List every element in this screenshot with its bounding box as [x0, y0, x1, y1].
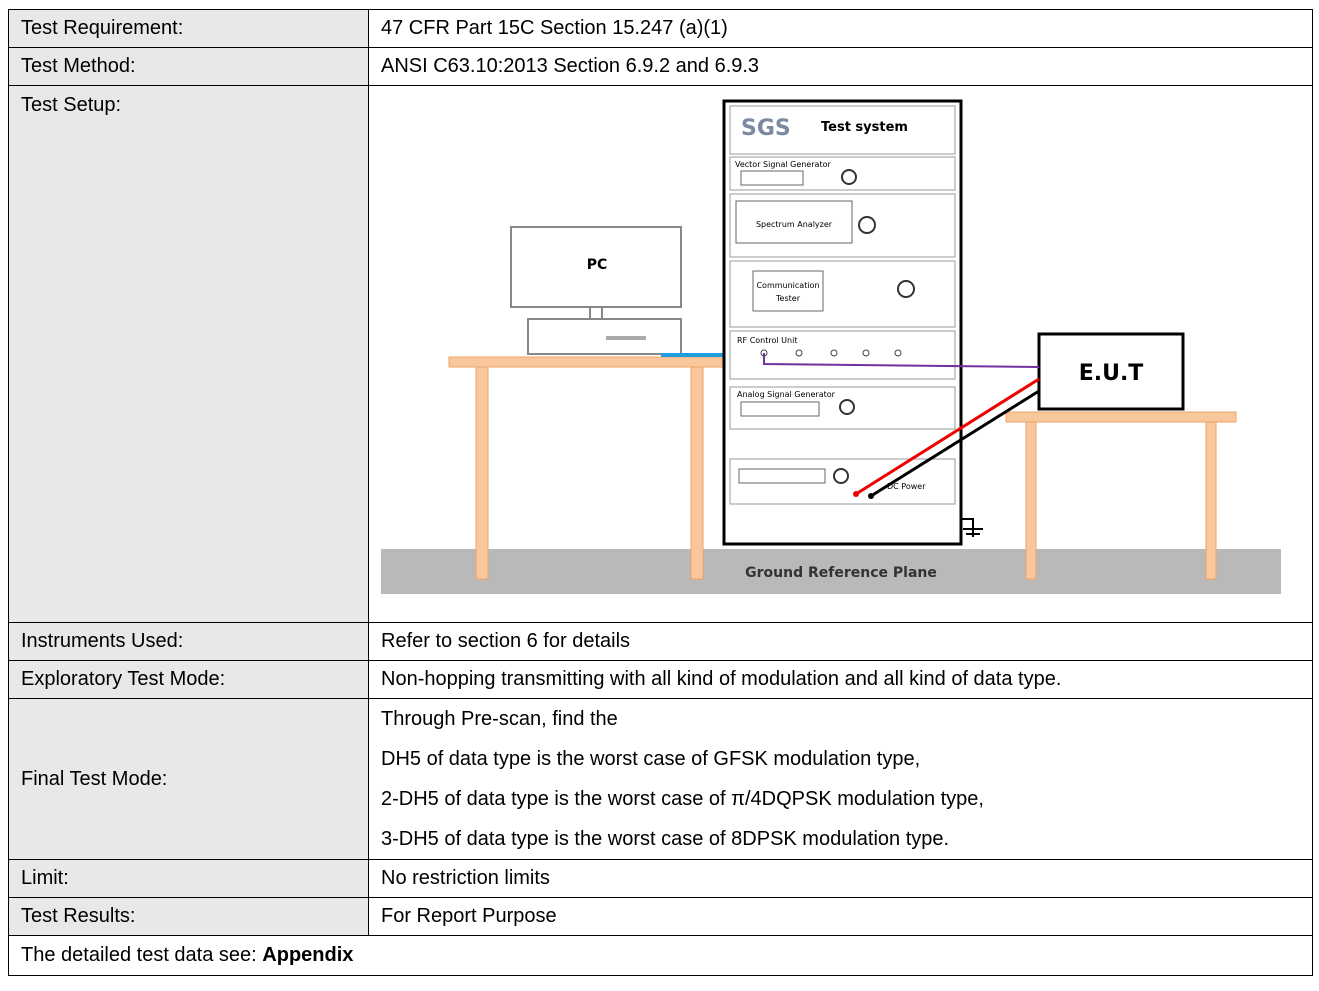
label: Test Method: [8, 47, 369, 86]
row: Test Setup: Ground Reference Plane PC E.… [8, 85, 1313, 623]
dc-label: DC Power [887, 482, 926, 491]
value: For Report Purpose [368, 897, 1313, 936]
drive [606, 336, 646, 340]
table-leg [1205, 421, 1217, 580]
ground-symbol [961, 518, 974, 537]
row: Test Requirement: 47 CFR Part 15C Section… [8, 9, 1313, 48]
setup-cell: Ground Reference Plane PC E.U.T SGS Test… [368, 85, 1313, 623]
desk [448, 356, 732, 368]
value: ANSI C63.10:2013 Section 6.9.2 and 6.9.3 [368, 47, 1313, 86]
label: Final Test Mode: [8, 698, 369, 860]
desk-leg [475, 366, 489, 580]
rf-label: RF Control Unit [737, 336, 797, 345]
pc-case [527, 318, 682, 355]
test-table: Test Requirement: 47 CFR Part 15C Section… [8, 9, 1313, 976]
display [752, 270, 824, 312]
row: The detailed test data see: Appendix [8, 935, 1313, 976]
eut-table [1005, 411, 1237, 423]
power-cable [855, 377, 1040, 496]
rack-panel [729, 330, 956, 380]
rack-title: Test system [821, 120, 908, 135]
display [738, 468, 826, 484]
ground-plane [381, 549, 1281, 594]
value: Non-hopping transmitting with all kind o… [368, 660, 1313, 699]
row: Instruments Used: Refer to section 6 for … [8, 622, 1313, 661]
eut-label: E.U.T [1079, 361, 1144, 386]
value: Through Pre-scan, find the DH5 of data t… [368, 698, 1313, 860]
row: Final Test Mode: Through Pre-scan, find … [8, 698, 1313, 860]
port [795, 349, 803, 357]
footer: The detailed test data see: Appendix [8, 935, 1313, 976]
label: Test Results: [8, 897, 369, 936]
line: DH5 of data type is the worst case of GF… [381, 748, 921, 770]
display [740, 170, 804, 186]
port [862, 349, 870, 357]
label: Exploratory Test Mode: [8, 660, 369, 699]
rf-cable [763, 353, 1040, 368]
ground-label: Ground Reference Plane [745, 565, 937, 581]
value: Refer to section 6 for details [368, 622, 1313, 661]
rack-panel [729, 193, 956, 258]
monitor [510, 226, 682, 308]
line: 3-DH5 of data type is the worst case of … [381, 828, 950, 850]
sa-label: Spectrum Analyzer [756, 220, 833, 229]
knob [897, 280, 915, 298]
row: Test Results: For Report Purpose [8, 897, 1313, 936]
label: Instruments Used: [8, 622, 369, 661]
label: Limit: [8, 859, 369, 898]
logo: SGS [741, 116, 791, 141]
display [735, 200, 853, 244]
table-leg [1025, 421, 1037, 580]
pc-label: PC [587, 257, 608, 273]
desk-leg [690, 366, 704, 580]
diagram-group: Ground Reference Plane PC E.U.T SGS Test… [381, 99, 1281, 594]
ground-cable [870, 389, 1040, 498]
setup-diagram: Ground Reference Plane PC E.U.T SGS Test… [381, 99, 1281, 594]
terminal [868, 493, 874, 499]
line: 2-DH5 of data type is the worst case of … [381, 788, 984, 810]
eut-box [1037, 332, 1185, 411]
rack-panel [729, 105, 956, 155]
row: Test Method: ANSI C63.10:2013 Section 6.9… [8, 47, 1313, 86]
port [894, 349, 902, 357]
ct-label: Communication [756, 281, 819, 290]
asg-label: Analog Signal Generator [737, 390, 836, 399]
knob [833, 468, 849, 484]
knob [841, 169, 857, 185]
footer-text: The detailed test data see: [21, 944, 263, 966]
rack-panel [729, 386, 956, 430]
port [830, 349, 838, 357]
value: No restriction limits [368, 859, 1313, 898]
knob [839, 399, 855, 415]
ct-label: Tester [775, 294, 801, 303]
value: 47 CFR Part 15C Section 15.247 (a)(1) [368, 9, 1313, 48]
label: Test Requirement: [8, 9, 369, 48]
terminal [853, 491, 859, 497]
rack-panel [729, 260, 956, 328]
line: Through Pre-scan, find the [381, 708, 618, 730]
vsg-label: Vector Signal Generator [735, 160, 831, 169]
knob [858, 216, 876, 234]
monitor-stand [589, 306, 603, 320]
row: Limit: No restriction limits [8, 859, 1313, 898]
display [740, 401, 820, 417]
label: Test Setup: [8, 85, 369, 623]
row: Exploratory Test Mode: Non-hopping transm… [8, 660, 1313, 699]
footer-bold: Appendix [262, 944, 354, 966]
